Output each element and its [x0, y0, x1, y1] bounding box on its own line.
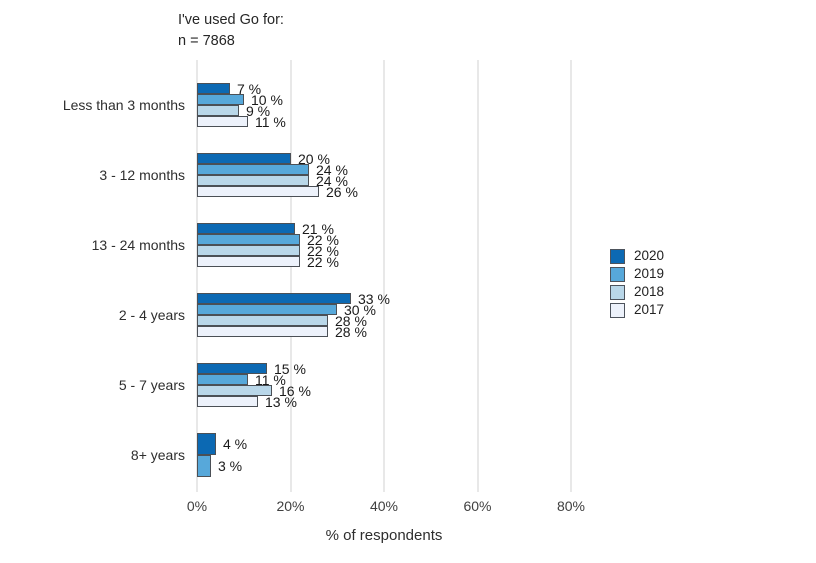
legend-item-2020: 2020	[610, 247, 664, 265]
bar-2018	[197, 175, 309, 186]
chart-title-block: I've used Go for: n = 7868	[178, 10, 284, 52]
bar-2019	[197, 234, 300, 245]
x-tick-label: 60%	[463, 498, 492, 514]
legend-label: 2018	[634, 284, 665, 299]
bar-2017	[197, 396, 258, 407]
bar-2017	[197, 186, 319, 197]
bar-2017	[197, 326, 328, 337]
bar-value-label: 24 %	[316, 161, 348, 178]
legend-swatch-2020	[610, 248, 625, 264]
legend-label: 2019	[634, 266, 665, 281]
x-axis: 0% 20% 40% 60% 80%	[187, 498, 585, 518]
bar-2020	[197, 153, 291, 164]
plot-area: 7 % 10 % 9 % 11 % 20 % 24 % 24 % 26 % 21 % 22 % 22…	[196, 60, 572, 492]
category-label: 8+ years	[130, 447, 185, 463]
legend-label: 2017	[634, 302, 665, 317]
bar-value-label: 22 %	[307, 253, 339, 270]
bar-2020	[197, 433, 216, 455]
chart-subtitle: n = 7868	[178, 33, 235, 49]
bar-2018	[197, 105, 239, 116]
legend-swatch-2019	[610, 266, 625, 282]
legend: 2020 2019 2018 2017	[610, 247, 664, 319]
category-label: 2 - 4 years	[118, 307, 185, 323]
bar-2018	[197, 315, 328, 326]
bar-value-label: 4 %	[223, 436, 248, 452]
bar-value-label: 22 %	[307, 242, 339, 259]
bar-2019	[197, 374, 248, 385]
legend-label: 2020	[634, 248, 665, 263]
bar-value-label: 16 %	[279, 382, 311, 399]
category-label: Less than 3 months	[62, 97, 185, 113]
x-tick-label: 80%	[556, 498, 586, 514]
bar-value-label: 11 %	[255, 371, 286, 388]
category-label: 3 - 12 months	[99, 167, 185, 183]
bar-value-label: 20 %	[298, 150, 330, 167]
bar-2020	[197, 83, 230, 94]
chart-title: I've used Go for:	[178, 12, 284, 28]
gridline-60%	[476, 60, 479, 492]
bar-2020	[197, 223, 295, 234]
bar-2020	[197, 293, 351, 304]
bar-value-label: 26 %	[326, 183, 358, 200]
bar-2019	[197, 164, 309, 175]
x-tick-label: 0%	[186, 498, 208, 514]
bar-value-label: 21 %	[302, 220, 334, 237]
x-axis-title: % of respondents	[325, 527, 443, 544]
bar-value-label: 3 %	[218, 458, 243, 474]
bar-value-label: 22 %	[307, 231, 339, 248]
bar-2019	[197, 455, 211, 477]
bar-value-label: 33 %	[358, 290, 390, 307]
bar-2018	[197, 245, 300, 256]
category-label: 13 - 24 months	[91, 237, 185, 253]
bar-value-label: 13 %	[265, 393, 297, 410]
bar-value-label: 7 %	[237, 80, 262, 97]
bar-value-label: 9 %	[246, 102, 271, 119]
gridline-20%	[289, 60, 292, 492]
legend-item-2017: 2017	[610, 301, 664, 319]
bar-value-label: 30 %	[344, 301, 376, 318]
bar-2017	[197, 256, 300, 267]
bar-value-label: 10 %	[251, 91, 283, 108]
gridline-40%	[383, 60, 385, 492]
bar-2019	[197, 304, 337, 315]
category-label: 5 - 7 years	[118, 377, 185, 393]
category-axis: Less than 3 months 3 - 12 months 13 - 24 m…	[0, 60, 185, 492]
bar-value-label: 24 %	[316, 172, 348, 189]
bar-value-label: 28 %	[335, 323, 367, 340]
legend-swatch-2018	[610, 284, 625, 300]
bar-2017	[197, 116, 248, 127]
legend-item-2018: 2018	[610, 283, 664, 301]
bar-value-label: 15 %	[274, 360, 306, 377]
gridline-0%	[196, 60, 198, 492]
gridline-80%	[570, 60, 572, 492]
bar-value-label: 11 %	[255, 113, 286, 130]
x-tick-label: 40%	[369, 498, 399, 514]
legend-swatch-2017	[610, 302, 625, 318]
bar-value-label: 28 %	[335, 312, 367, 329]
bar-2018	[197, 385, 272, 396]
legend-item-2019: 2019	[610, 265, 664, 283]
x-tick-label: 20%	[276, 498, 305, 514]
bar-2019	[197, 94, 244, 105]
bar-2020	[197, 363, 267, 374]
